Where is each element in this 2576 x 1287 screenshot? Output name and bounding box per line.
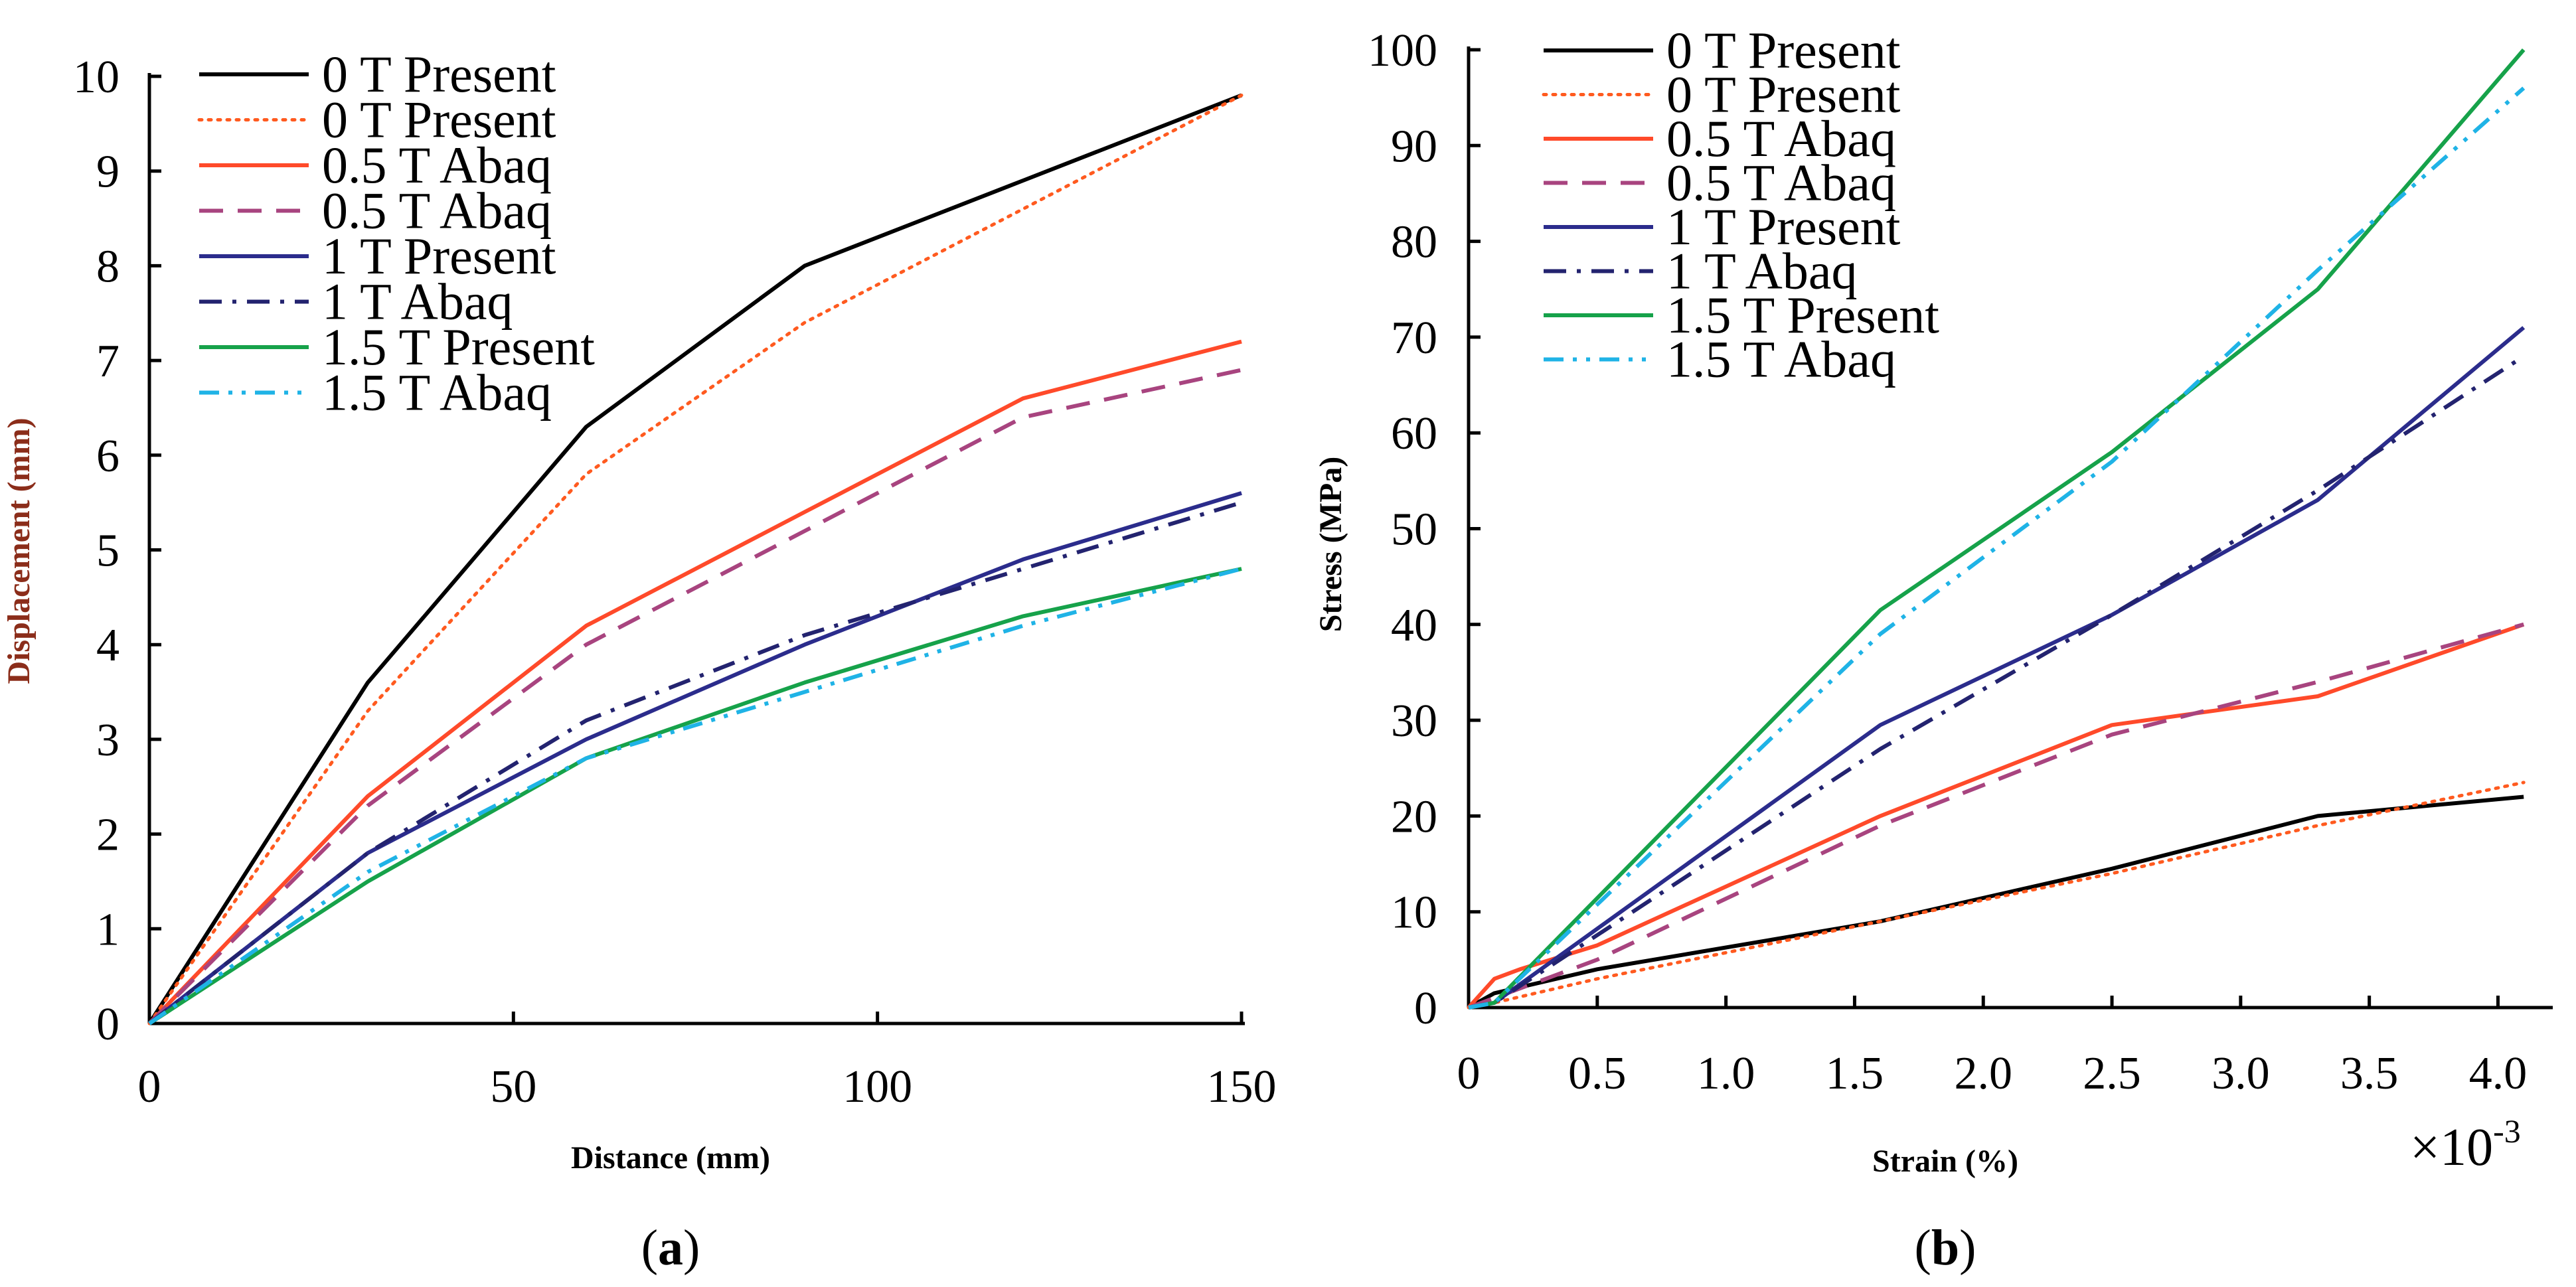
chart-b-y-axis-label: Stress (MPa) — [1313, 457, 1348, 632]
chart-a-y-axis-label-text: Displacement (mm) — [1, 417, 37, 684]
chart-b-y-tick-label: 90 — [1391, 121, 1437, 172]
chart-a-y-tick-label: 2 — [96, 810, 120, 861]
chart-b-x-tick-label: 3.0 — [2212, 1048, 2270, 1099]
chart-b-y-tick-label: 60 — [1391, 408, 1437, 459]
chart-b: Stress (MPa) Strain (%) ×10-3 (b) 0 10 20 3… — [1313, 21, 2553, 1276]
chart-b-x-tick-label: 0 — [1457, 1048, 1481, 1099]
chart-b-legend-label-2: 0.5 T Abaq — [1666, 110, 1896, 167]
chart-b-y-tick-label: 10 — [1391, 887, 1437, 939]
chart-a-y-tick-label: 6 — [96, 431, 120, 482]
chart-a-series-line-7 — [148, 567, 1242, 1025]
chart-b-x-axis-label: Strain (%) — [1872, 1144, 2018, 1179]
chart-b-series-line-6 — [1468, 48, 2526, 1010]
chart-b-legend-label-7: 1.5 T Abaq — [1666, 331, 1896, 388]
chart-a-x-tick-label: 0 — [138, 1061, 161, 1112]
chart-b-y-tick-label: 70 — [1391, 313, 1437, 364]
chart-b-legend-label-3: 0.5 T Abaq — [1666, 154, 1896, 212]
chart-b-series-line-2 — [1467, 622, 2525, 1010]
chart-a-panel-label-text: (a) — [641, 1220, 700, 1276]
chart-b-legend-label-1: 0 T Present — [1666, 66, 1901, 123]
chart-a-x-tick-label: 150 — [1207, 1061, 1277, 1112]
chart-b-x-scale-base: ×10 — [2410, 1118, 2493, 1177]
chart-a-y-tick-label: 5 — [96, 526, 120, 577]
chart-b-y-tick-label: 20 — [1391, 791, 1437, 842]
chart-a-y-tick-label: 7 — [96, 336, 120, 387]
chart-b-series-line-1 — [1467, 781, 2526, 1010]
chart-a-series-line-5 — [148, 500, 1242, 1025]
chart-b-legend-label-4: 1 T Present — [1666, 198, 1901, 256]
chart-b-panel-label: (b) — [1915, 1220, 1976, 1276]
chart-a-legend-label-6: 1.5 T Present — [322, 318, 595, 376]
chart-b-x-scale-factor: ×10-3 — [2410, 1112, 2521, 1177]
chart-a-y-tick-label: 1 — [96, 904, 120, 955]
chart-b-x-tick-label: 3.5 — [2340, 1048, 2399, 1099]
chart-b-series-line-0 — [1467, 795, 2524, 1010]
chart-a-panel-letter: a — [658, 1220, 683, 1276]
chart-b-y-tick-label: 80 — [1391, 217, 1437, 268]
chart-a-y-axis-label: Displacement (mm) — [1, 417, 37, 684]
chart-a-series-line-2 — [147, 339, 1242, 1025]
chart-a-series-line-6 — [148, 567, 1242, 1025]
chart-b-y-tick-label: 0 — [1414, 983, 1437, 1034]
chart-a-y-tick-label: 9 — [96, 147, 120, 198]
chart-a-x-tick-label: 50 — [490, 1061, 536, 1112]
chart-a-y-tick-label: 4 — [96, 620, 120, 671]
chart-b-x-tick-label: 4.0 — [2469, 1048, 2528, 1099]
chart-b-y-tick-label: 50 — [1391, 504, 1437, 556]
chart-b-panel-letter: b — [1931, 1220, 1959, 1276]
chart-b-series-line-7 — [1468, 86, 2526, 1010]
chart-b-y-axis-label-text: Stress (MPa) — [1313, 457, 1348, 632]
chart-a-series-line-1 — [147, 94, 1244, 1025]
chart-a-series-line-4 — [148, 491, 1242, 1025]
chart-b-y-tick-label: 30 — [1391, 696, 1437, 747]
chart-b-legend-label-5: 1 T Abaq — [1666, 242, 1857, 300]
chart-b-legend-label-6: 1.5 T Present — [1666, 286, 1939, 344]
chart-a-x-axis-label: Distance (mm) — [571, 1140, 770, 1175]
chart-a-y-tick-label: 8 — [96, 241, 120, 292]
chart-b-legend-label-0: 0 T Present — [1666, 21, 1901, 79]
chart-a-y-tick-label: 3 — [96, 715, 120, 766]
chart-b-x-tick-label: 1.5 — [1826, 1048, 1884, 1099]
chart-b-y-tick-label: 100 — [1368, 25, 1437, 76]
chart-b-x-tick-label: 2.0 — [1954, 1048, 2012, 1099]
chart-b-x-tick-label: 0.5 — [1568, 1048, 1627, 1099]
chart-a-series-line-0 — [147, 93, 1243, 1025]
chart-b-x-tick-label: 1.0 — [1697, 1048, 1755, 1099]
chart-a-legend-label-3: 0.5 T Abaq — [322, 182, 552, 240]
chart-a-legend-label-0: 0 T Present — [322, 45, 556, 103]
chart-a: Displacement (mm) Distance (mm) (a) 0 1 2 3… — [1, 45, 1277, 1276]
chart-a-legend-label-5: 1 T Abaq — [322, 273, 513, 331]
chart-b-x-tick-label: 2.5 — [2083, 1048, 2141, 1099]
chart-a-y-tick-label: 10 — [73, 52, 120, 103]
chart-a-legend-label-4: 1 T Present — [322, 227, 556, 285]
chart-b-x-scale-exponent: -3 — [2493, 1112, 2521, 1150]
chart-a-legend-label-2: 0.5 T Abaq — [322, 136, 552, 194]
chart-b-panel-label-text: (b) — [1915, 1220, 1976, 1276]
chart-a-series-line-3 — [147, 368, 1242, 1025]
chart-a-legend-label-7: 1.5 T Abaq — [322, 364, 552, 421]
chart-b-y-tick-label: 40 — [1391, 600, 1437, 651]
chart-a-y-tick-label: 0 — [96, 999, 120, 1050]
chart-a-x-tick-label: 100 — [843, 1061, 912, 1112]
chart-a-legend-label-1: 0 T Present — [322, 91, 556, 149]
chart-a-panel-label: (a) — [641, 1220, 700, 1276]
chart-b-series-line-4 — [1468, 326, 2526, 1010]
